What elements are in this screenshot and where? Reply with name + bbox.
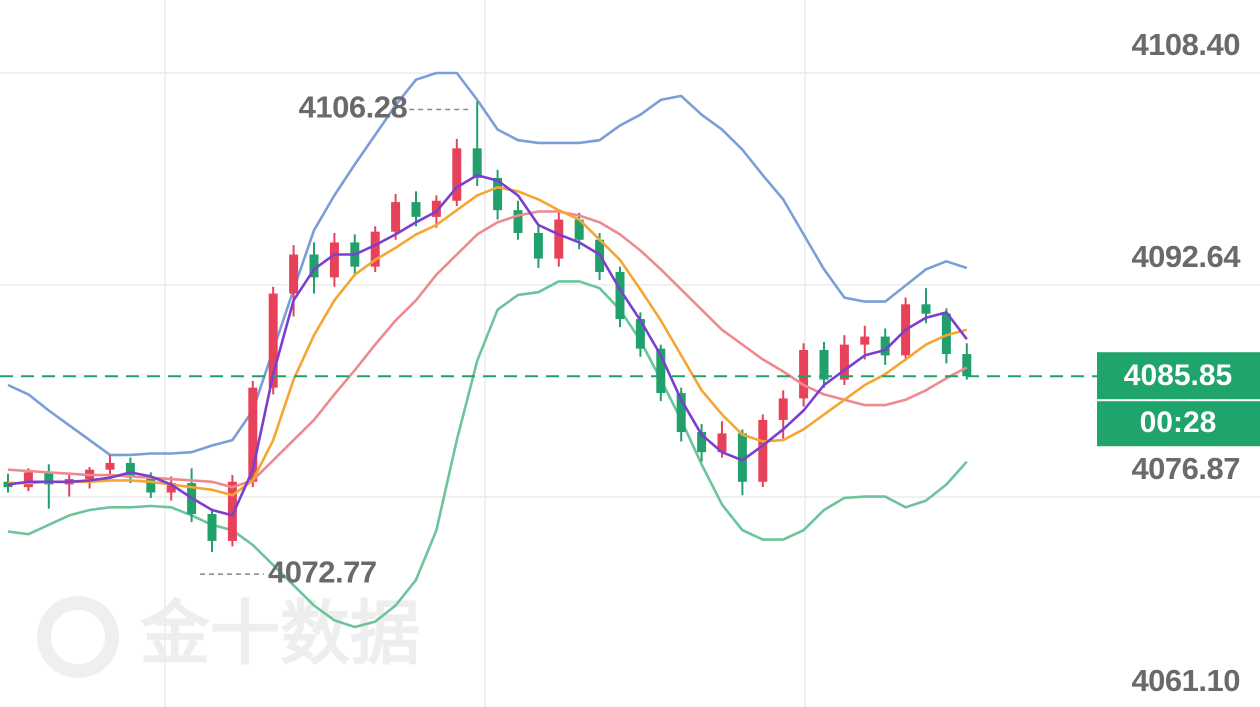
candle-body bbox=[452, 148, 462, 201]
y-tick-label: 4108.40 bbox=[1131, 27, 1240, 62]
countdown-label: 00:28 bbox=[1140, 406, 1217, 439]
candle-body bbox=[635, 319, 645, 349]
candle-body bbox=[656, 348, 666, 394]
countdown-box bbox=[1097, 401, 1260, 447]
high-label: 4106.28 bbox=[299, 90, 408, 125]
candle-body bbox=[411, 202, 421, 217]
candle-body bbox=[329, 242, 339, 278]
candle-body bbox=[860, 336, 870, 345]
low-label: 4072.77 bbox=[268, 554, 377, 589]
candle-body bbox=[472, 148, 482, 178]
indicator-line bbox=[7, 210, 968, 489]
candle-body bbox=[166, 483, 176, 493]
candle-body bbox=[268, 293, 278, 388]
candle-body bbox=[839, 344, 849, 380]
candle-body bbox=[921, 304, 931, 314]
candle-body bbox=[105, 462, 115, 470]
current-price-box bbox=[1097, 352, 1260, 400]
candle-body bbox=[431, 200, 441, 217]
candle-body bbox=[778, 398, 788, 420]
watermark: 金十数据 bbox=[37, 594, 420, 678]
watermark-logo bbox=[37, 596, 119, 678]
candle-body bbox=[676, 393, 686, 433]
candle-body bbox=[289, 254, 299, 294]
candle-body bbox=[758, 419, 768, 482]
y-tick-label: 4076.87 bbox=[1131, 451, 1240, 486]
candle-body bbox=[309, 254, 319, 278]
candle-body bbox=[391, 202, 401, 232]
candle-body bbox=[44, 472, 54, 485]
candle-body bbox=[554, 219, 564, 259]
candle-body bbox=[574, 219, 584, 240]
bands bbox=[7, 71, 968, 629]
annotations: 4108.40 4092.64 4076.87 4061.10 4106.28 4072.… bbox=[0, 27, 1260, 698]
candle-body bbox=[513, 210, 523, 234]
y-tick-label: 4061.10 bbox=[1131, 663, 1240, 698]
y-tick-label: 4092.64 bbox=[1131, 239, 1241, 274]
candle-body bbox=[697, 432, 707, 453]
candle-body bbox=[207, 514, 217, 541]
candle-body bbox=[880, 336, 890, 356]
watermark-text: 金十数据 bbox=[139, 594, 420, 672]
candle-body bbox=[717, 433, 727, 453]
current-price-label: 4085.85 bbox=[1124, 359, 1232, 392]
candle-body bbox=[799, 350, 809, 399]
candle-body bbox=[493, 177, 503, 211]
candle-body bbox=[737, 433, 747, 482]
indicator-line bbox=[7, 280, 968, 629]
candle-body bbox=[248, 387, 258, 482]
indicator-line bbox=[7, 173, 968, 517]
candle-body bbox=[819, 350, 829, 380]
candle-body bbox=[962, 354, 972, 377]
candle-body bbox=[23, 472, 33, 488]
candle-body bbox=[615, 272, 625, 320]
candle-body bbox=[227, 481, 237, 541]
indicator-line bbox=[7, 71, 968, 457]
candle-body bbox=[125, 462, 135, 478]
candle-body bbox=[533, 233, 543, 259]
candle-body bbox=[146, 477, 156, 493]
candle-body bbox=[370, 231, 380, 267]
moving-averages bbox=[7, 173, 968, 517]
